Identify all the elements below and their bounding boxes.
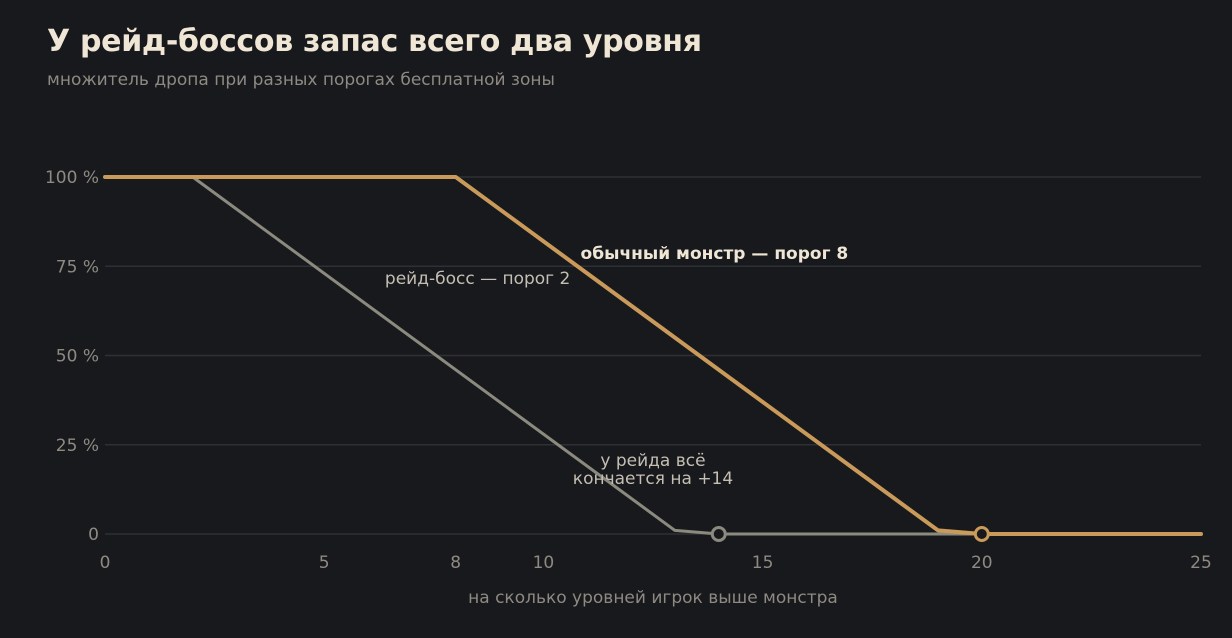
annotations: обычный монстр — порог 8 рейд-босс — поро… <box>385 244 848 489</box>
x-tick-label: 15 <box>752 553 774 573</box>
y-tick-label: 100 % <box>45 168 99 188</box>
series-marker-2 <box>973 526 990 542</box>
y-axis-ticks: 0 25 % 50 % 75 % 100 % <box>45 168 99 545</box>
annotation-label: обычный монстр — порог 8 <box>581 244 849 264</box>
series-marker-1 <box>710 526 727 542</box>
x-axis-ticks: 0 5 8 10 15 20 25 <box>100 553 1212 573</box>
x-tick-label: 20 <box>971 553 993 573</box>
chart-subtitle: множитель дропа при разных порогах беспл… <box>47 70 555 90</box>
x-axis-label: на сколько уровней игрок выше монстра <box>468 588 838 608</box>
y-tick-label: 75 % <box>56 257 99 277</box>
x-tick-label: 5 <box>319 553 330 573</box>
x-tick-label: 10 <box>533 553 555 573</box>
annotation-label: рейд-босс — порог 2 <box>385 269 570 289</box>
y-tick-label: 0 <box>88 525 99 545</box>
x-tick-label: 25 <box>1190 553 1212 573</box>
annotation-label: у рейда всё <box>600 451 705 471</box>
x-tick-label: 0 <box>100 553 111 573</box>
chart-title: У рейд-боссов запас всего два уровня <box>47 24 702 59</box>
series-line-2 <box>103 175 1203 536</box>
y-tick-label: 50 % <box>56 347 99 367</box>
x-tick-label: 8 <box>450 553 461 573</box>
y-tick-label: 25 % <box>56 436 99 456</box>
annotation-label: кончается на +14 <box>573 469 733 489</box>
series-group <box>103 175 1203 542</box>
